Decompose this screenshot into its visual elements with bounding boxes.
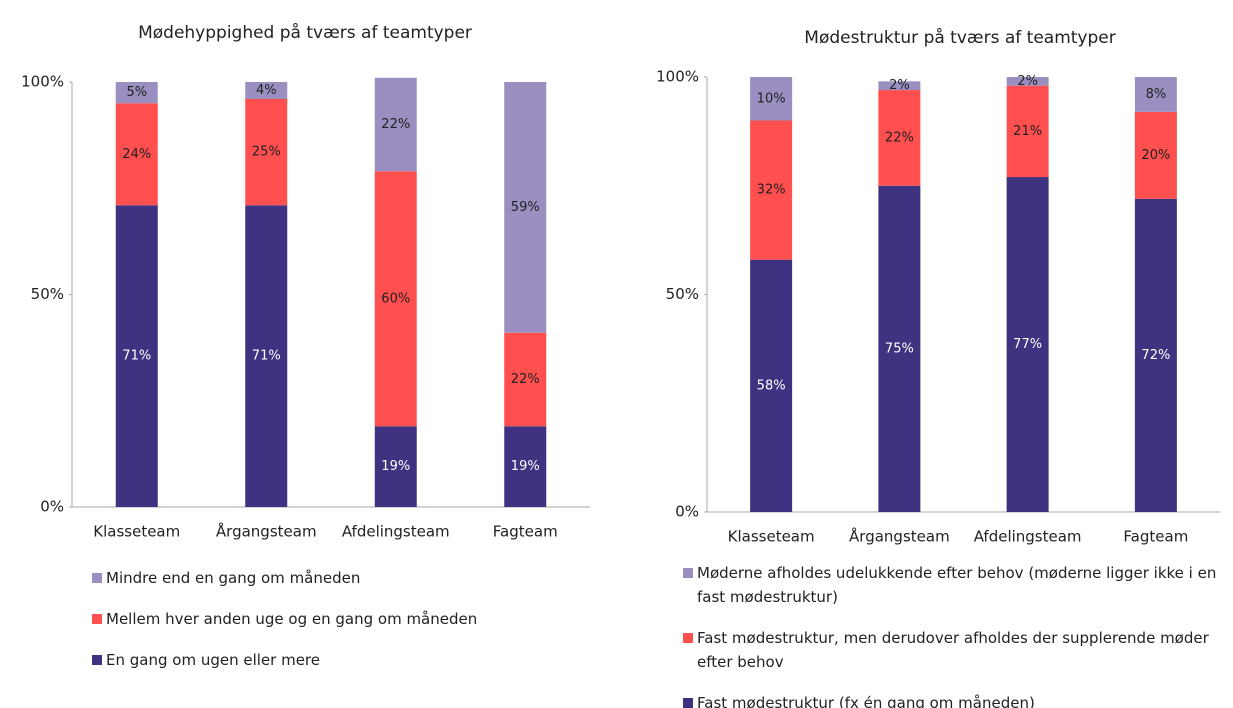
value-label: 32% — [757, 183, 786, 198]
legend-item: Fast mødestruktur, men derudover afholde… — [683, 626, 1223, 674]
x-tick-label: Fagteam — [1123, 528, 1188, 546]
y-tick-label: 50% — [31, 285, 64, 303]
y-tick-label: 0% — [40, 498, 64, 516]
value-label: 8% — [1146, 87, 1167, 102]
x-tick-label: Årgangsteam — [849, 527, 950, 546]
bar-segment — [878, 81, 921, 91]
legend-item: Fast mødestruktur (fx én gang om måneden… — [683, 691, 1223, 708]
legend-label: Mindre end en gang om måneden — [106, 569, 361, 587]
value-label: 10% — [757, 91, 786, 106]
bar-segment — [115, 82, 158, 104]
x-tick-label: Klasseteam — [93, 523, 180, 541]
x-tick-label: Afdelingsteam — [974, 528, 1082, 546]
bar-segment — [878, 90, 921, 186]
bar-segment — [1134, 198, 1177, 513]
value-label: 25% — [252, 145, 281, 160]
x-tick-label: Fagteam — [493, 523, 558, 541]
y-tick-label: 100% — [21, 73, 64, 91]
bar-segment — [374, 171, 417, 427]
x-tick-label: Klasseteam — [728, 528, 815, 546]
legend-label: Møderne afholdes udelukkende efter behov… — [697, 564, 1217, 606]
value-label: 72% — [1141, 348, 1170, 363]
bar-segment — [374, 77, 417, 172]
legend-swatch — [683, 698, 693, 708]
value-label: 59% — [511, 200, 540, 215]
legend: Møderne afholdes udelukkende efter behov… — [683, 561, 1223, 708]
legend: Mindre end en gang om måneden Mellem hver… — [92, 566, 552, 672]
legend-swatch — [683, 568, 693, 578]
legend-item: Mindre end en gang om måneden — [92, 566, 552, 590]
bar-segment — [245, 205, 288, 507]
bar-segment — [1006, 177, 1049, 513]
y-tick-label: 50% — [666, 285, 699, 303]
bar-segment — [750, 259, 793, 512]
value-label: 71% — [122, 349, 151, 364]
bar-segment — [504, 426, 547, 507]
value-label: 22% — [381, 117, 410, 132]
bar-segment — [115, 103, 158, 206]
x-tick-label: Afdelingsteam — [342, 523, 450, 541]
value-label: 19% — [381, 459, 410, 474]
value-label: 5% — [126, 85, 147, 100]
value-label: 2% — [889, 78, 910, 93]
value-label: 24% — [122, 147, 151, 162]
legend-swatch — [92, 573, 102, 583]
value-label: 22% — [511, 372, 540, 387]
legend-label: Fast mødestruktur, men derudover afholde… — [697, 629, 1209, 671]
legend-swatch — [92, 614, 102, 624]
bar-segment — [374, 426, 417, 507]
legend-swatch — [683, 633, 693, 643]
bar-segment — [245, 82, 288, 99]
bar-segment — [1006, 85, 1049, 178]
value-label: 71% — [252, 349, 281, 364]
legend-swatch — [92, 655, 102, 665]
bar-segment — [504, 82, 547, 333]
value-label: 77% — [1013, 337, 1042, 352]
bar-segment — [245, 99, 288, 206]
legend-label: En gang om ugen eller mere — [106, 651, 320, 669]
legend-item: En gang om ugen eller mere — [92, 648, 552, 672]
bar-segment — [750, 77, 793, 121]
value-label: 4% — [256, 83, 277, 98]
bar-segment — [1006, 77, 1049, 86]
value-label: 58% — [757, 378, 786, 393]
value-label: 19% — [511, 459, 540, 474]
chart-title: Mødestruktur på tværs af teamtyper — [804, 27, 1115, 48]
bar-segment — [750, 120, 793, 260]
value-label: 60% — [381, 291, 410, 306]
legend-item: Mellem hver anden uge og en gang om måne… — [92, 607, 552, 631]
value-label: 20% — [1141, 148, 1170, 163]
y-tick-label: 0% — [675, 503, 699, 521]
value-label: 2% — [1017, 74, 1038, 89]
bar-segment — [1134, 111, 1177, 199]
bar-segment — [115, 205, 158, 507]
value-label: 22% — [885, 130, 914, 145]
bar-segment — [504, 332, 547, 427]
chart-title: Mødehyppighed på tværs af teamtyper — [138, 22, 472, 43]
legend-label: Fast mødestruktur (fx én gang om måneden… — [697, 694, 1035, 708]
legend-label: Mellem hver anden uge og en gang om måne… — [106, 610, 478, 628]
bar-segment — [878, 185, 921, 512]
x-tick-label: Årgangsteam — [216, 522, 317, 541]
bar-segment — [1134, 77, 1177, 112]
y-tick-label: 100% — [656, 68, 699, 86]
value-label: 75% — [885, 341, 914, 356]
legend-item: Møderne afholdes udelukkende efter behov… — [683, 561, 1223, 609]
value-label: 21% — [1013, 124, 1042, 139]
